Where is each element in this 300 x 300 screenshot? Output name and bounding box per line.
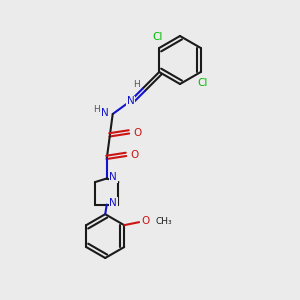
Text: O: O	[133, 128, 141, 138]
Text: N: N	[110, 172, 117, 182]
Text: Cl: Cl	[197, 78, 208, 88]
Text: N: N	[110, 198, 117, 208]
Text: H: H	[133, 80, 140, 89]
Text: N: N	[127, 96, 135, 106]
Text: CH₃: CH₃	[156, 218, 172, 226]
Text: O: O	[130, 150, 138, 160]
Text: Cl: Cl	[152, 32, 163, 42]
Text: H: H	[93, 105, 100, 114]
Text: N: N	[101, 107, 109, 118]
Text: O: O	[141, 216, 149, 226]
